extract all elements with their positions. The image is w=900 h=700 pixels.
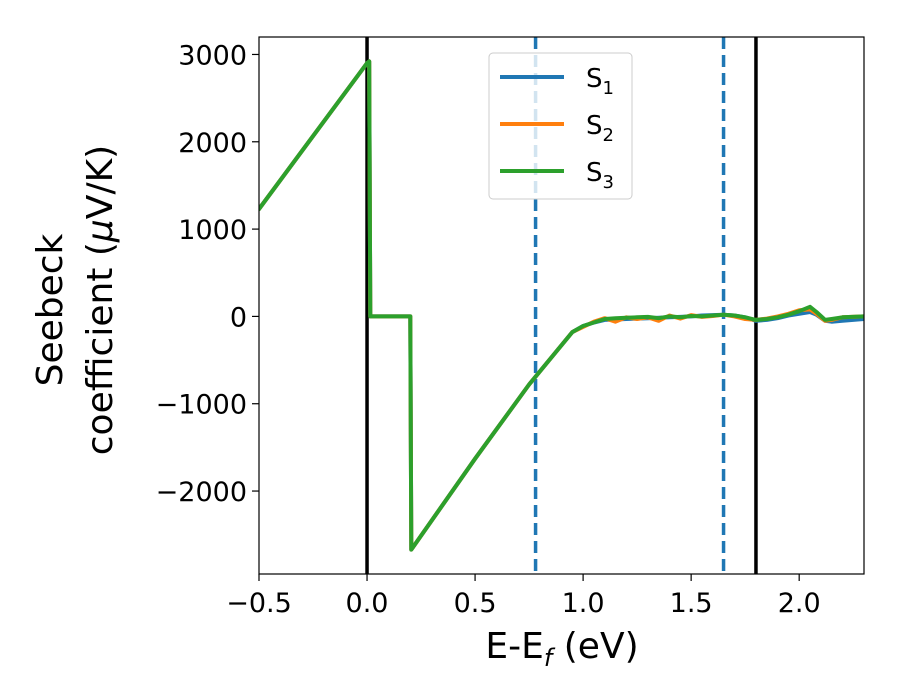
legend: S1 S2 S3 (488, 52, 633, 200)
legend-label-S2: S2 (586, 111, 614, 146)
y-tick-label: −2000 (156, 477, 247, 508)
legend-label-S1: S1 (586, 64, 614, 99)
y-tick-label: 2000 (178, 128, 247, 159)
y-axis: −2000 −1000 0 1000 2000 3000 (156, 40, 259, 508)
series-line-S3 (259, 59, 864, 552)
y-tick-label: 0 (230, 302, 247, 333)
x-tick-label: −0.5 (226, 588, 292, 619)
x-tick-label: 1.0 (562, 588, 605, 619)
plot-frame (258, 36, 865, 575)
legend-label-S3: S3 (586, 158, 614, 193)
x-axis: −0.5 0.0 0.5 1.0 1.5 2.0 (226, 574, 821, 619)
x-axis-label: E-Ef (eV) (485, 626, 638, 672)
x-tick-label: 2.0 (778, 588, 821, 619)
y-tick-label: 1000 (178, 215, 247, 246)
reference-lines (365, 37, 758, 574)
x-tick-label: 0.5 (454, 588, 497, 619)
series-lines (259, 59, 864, 552)
y-tick-label: −1000 (156, 390, 247, 421)
x-tick-label: 0.0 (346, 588, 389, 619)
y-tick-label: 3000 (178, 40, 247, 71)
y-axis-label-line2: coefficient (μV/K) (80, 145, 121, 455)
y-axis-label: Seebeck coefficient (μV/K) (30, 145, 121, 455)
y-axis-label-line1: Seebeck (30, 233, 71, 386)
x-tick-label: 1.5 (670, 588, 713, 619)
